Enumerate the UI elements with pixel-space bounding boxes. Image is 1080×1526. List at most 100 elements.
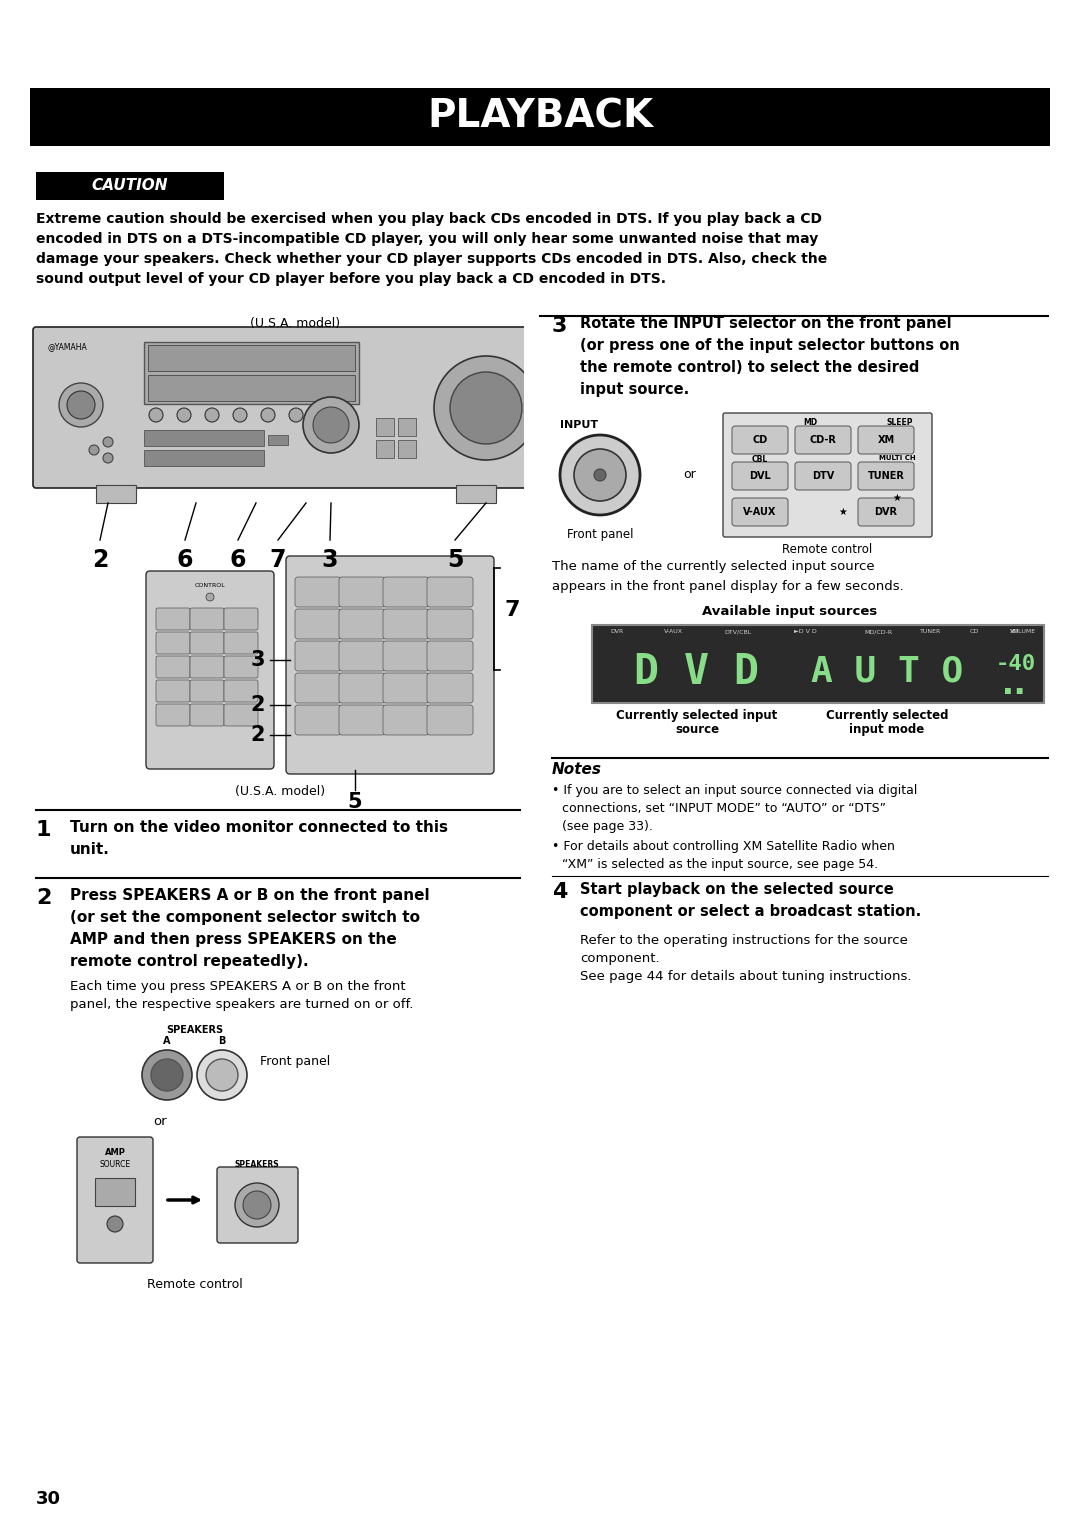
Bar bbox=[399, 418, 416, 436]
Text: CAUTION: CAUTION bbox=[92, 179, 168, 194]
Bar bbox=[96, 485, 136, 504]
FancyBboxPatch shape bbox=[156, 681, 190, 702]
Circle shape bbox=[561, 435, 640, 514]
FancyBboxPatch shape bbox=[190, 703, 224, 726]
FancyBboxPatch shape bbox=[383, 673, 429, 703]
FancyBboxPatch shape bbox=[295, 641, 341, 671]
Text: 3: 3 bbox=[322, 548, 338, 572]
Circle shape bbox=[261, 407, 275, 423]
Text: PLAYBACK: PLAYBACK bbox=[427, 98, 653, 136]
Text: 4: 4 bbox=[552, 882, 567, 902]
Text: XM: XM bbox=[877, 435, 894, 446]
Text: CBL: CBL bbox=[752, 455, 768, 464]
Text: Front panel: Front panel bbox=[260, 1054, 330, 1068]
Circle shape bbox=[573, 449, 626, 501]
Text: (U.S.A. model): (U.S.A. model) bbox=[249, 317, 340, 330]
Text: D V D: D V D bbox=[635, 652, 759, 693]
FancyBboxPatch shape bbox=[146, 571, 274, 769]
Text: • For details about controlling XM Satellite Radio when: • For details about controlling XM Satel… bbox=[552, 839, 895, 853]
Text: 2: 2 bbox=[36, 888, 52, 908]
Bar bbox=[399, 439, 416, 458]
FancyBboxPatch shape bbox=[383, 577, 429, 607]
Text: CD-R: CD-R bbox=[810, 435, 836, 446]
Circle shape bbox=[103, 453, 113, 462]
Text: or: or bbox=[153, 1116, 166, 1128]
FancyBboxPatch shape bbox=[295, 705, 341, 736]
Circle shape bbox=[205, 407, 219, 423]
FancyBboxPatch shape bbox=[339, 609, 384, 639]
Circle shape bbox=[89, 446, 99, 455]
Bar bbox=[144, 450, 264, 465]
Text: encoded in DTS on a DTS-incompatible CD player, you will only hear some unwanted: encoded in DTS on a DTS-incompatible CD … bbox=[36, 232, 819, 246]
FancyBboxPatch shape bbox=[295, 577, 341, 607]
FancyBboxPatch shape bbox=[190, 656, 224, 678]
FancyBboxPatch shape bbox=[858, 497, 914, 526]
Text: the remote control) to select the desired: the remote control) to select the desire… bbox=[580, 360, 919, 375]
Circle shape bbox=[59, 383, 103, 427]
FancyBboxPatch shape bbox=[339, 673, 384, 703]
Text: Currently selected input: Currently selected input bbox=[617, 710, 778, 722]
Text: • If you are to select an input source connected via digital: • If you are to select an input source c… bbox=[552, 784, 917, 797]
Text: connections, set “INPUT MODE” to “AUTO” or “DTS”: connections, set “INPUT MODE” to “AUTO” … bbox=[562, 803, 886, 815]
FancyBboxPatch shape bbox=[339, 641, 384, 671]
Text: 3: 3 bbox=[251, 650, 265, 670]
FancyBboxPatch shape bbox=[190, 632, 224, 655]
Bar bbox=[376, 418, 394, 436]
FancyBboxPatch shape bbox=[427, 577, 473, 607]
FancyBboxPatch shape bbox=[732, 497, 788, 526]
Circle shape bbox=[197, 1050, 247, 1100]
Text: MD/CD-R: MD/CD-R bbox=[864, 629, 892, 633]
Text: A U T O: A U T O bbox=[811, 655, 963, 690]
Text: 5: 5 bbox=[447, 548, 463, 572]
Text: 6: 6 bbox=[177, 548, 193, 572]
Text: ■ ■: ■ ■ bbox=[1005, 687, 1023, 696]
Text: Press SPEAKERS A or B on the front panel: Press SPEAKERS A or B on the front panel bbox=[70, 888, 430, 903]
Text: remote control repeatedly).: remote control repeatedly). bbox=[70, 954, 309, 969]
Text: V-AUX: V-AUX bbox=[743, 507, 777, 517]
Text: SPEAKERS: SPEAKERS bbox=[166, 1025, 224, 1035]
Circle shape bbox=[243, 1190, 271, 1219]
Bar bbox=[524, 325, 584, 490]
Text: component or select a broadcast station.: component or select a broadcast station. bbox=[580, 903, 921, 919]
Text: TUNER: TUNER bbox=[920, 629, 942, 633]
Text: ★: ★ bbox=[893, 493, 902, 504]
Text: or: or bbox=[684, 468, 697, 482]
Text: DVR: DVR bbox=[610, 629, 623, 633]
FancyBboxPatch shape bbox=[295, 673, 341, 703]
Text: (see page 33).: (see page 33). bbox=[562, 819, 653, 833]
Text: Start playback on the selected source: Start playback on the selected source bbox=[580, 882, 894, 897]
Text: See page 44 for details about tuning instructions.: See page 44 for details about tuning ins… bbox=[580, 971, 912, 983]
Text: ►D V D: ►D V D bbox=[794, 629, 816, 633]
Text: CONTROL: CONTROL bbox=[194, 583, 226, 588]
FancyBboxPatch shape bbox=[224, 703, 258, 726]
Circle shape bbox=[594, 468, 606, 481]
FancyBboxPatch shape bbox=[795, 462, 851, 490]
FancyBboxPatch shape bbox=[77, 1137, 153, 1264]
Text: CD: CD bbox=[970, 629, 980, 633]
Text: 3: 3 bbox=[552, 316, 567, 336]
Circle shape bbox=[141, 1050, 192, 1100]
Text: (U.S.A. model): (U.S.A. model) bbox=[235, 784, 325, 798]
Text: B: B bbox=[218, 1036, 226, 1045]
Text: (or set the component selector switch to: (or set the component selector switch to bbox=[70, 909, 420, 925]
Text: VOLUME: VOLUME bbox=[1010, 629, 1036, 633]
FancyBboxPatch shape bbox=[33, 327, 527, 488]
Bar bbox=[148, 345, 355, 371]
Text: appears in the front panel display for a few seconds.: appears in the front panel display for a… bbox=[552, 580, 904, 594]
Bar bbox=[144, 342, 359, 404]
FancyBboxPatch shape bbox=[224, 681, 258, 702]
Text: damage your speakers. Check whether your CD player supports CDs encoded in DTS. : damage your speakers. Check whether your… bbox=[36, 252, 827, 266]
Text: TUNER: TUNER bbox=[867, 472, 904, 481]
Circle shape bbox=[206, 1059, 238, 1091]
FancyBboxPatch shape bbox=[190, 681, 224, 702]
Text: component.: component. bbox=[580, 952, 660, 964]
Circle shape bbox=[289, 407, 303, 423]
Text: unit.: unit. bbox=[70, 842, 110, 858]
Text: 30: 30 bbox=[36, 1489, 60, 1508]
FancyBboxPatch shape bbox=[156, 656, 190, 678]
Text: XM: XM bbox=[1010, 629, 1020, 633]
FancyBboxPatch shape bbox=[723, 414, 932, 537]
FancyBboxPatch shape bbox=[858, 462, 914, 490]
Circle shape bbox=[206, 594, 214, 601]
FancyBboxPatch shape bbox=[224, 632, 258, 655]
